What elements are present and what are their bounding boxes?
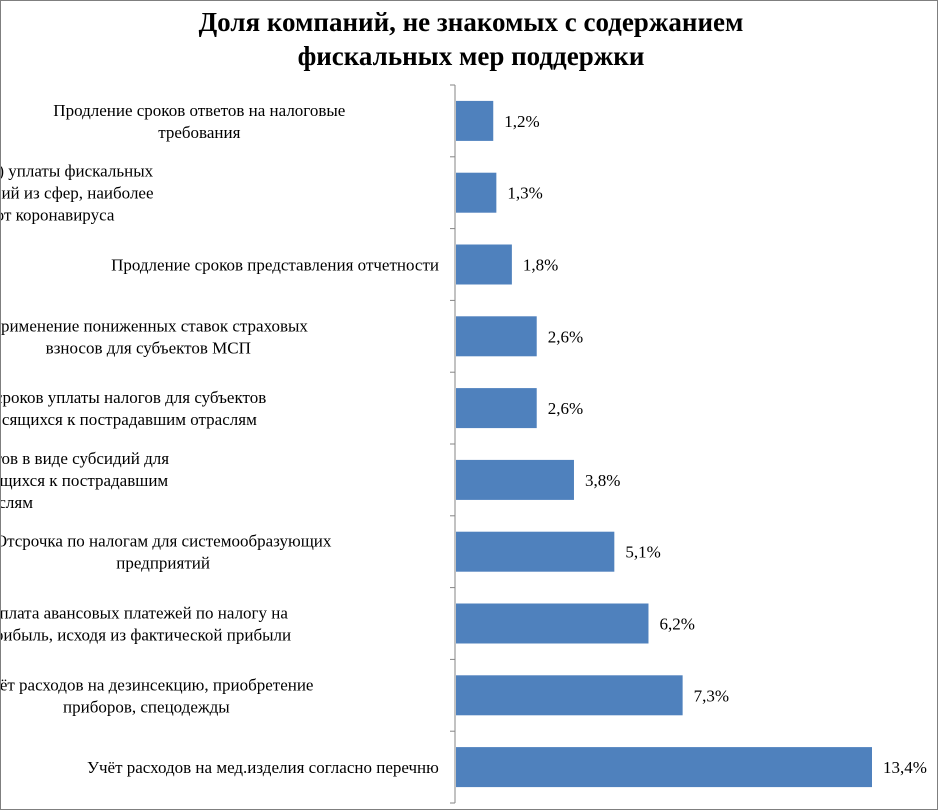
category-label-7: Отсрочка по налогам для системообразующи… [1, 532, 332, 573]
category-label-4: Применение пониженных ставок страховых вз… [1, 316, 308, 357]
category-label-line: Уплата авансовых платежей по налогу на [1, 604, 288, 623]
category-label-line: пострадавших от коронавируса [1, 206, 115, 225]
category-label-6: Освобождение от налогов в виде субсидий … [1, 449, 169, 512]
data-label-8: 6,2% [659, 615, 694, 634]
category-label-line: требования [158, 123, 240, 142]
data-label-9: 7,3% [694, 686, 729, 705]
data-label-6: 3,8% [585, 471, 620, 490]
category-label-line: Отсрочка (рассрочка) уплаты фискальных [1, 162, 154, 181]
bar-8 [456, 603, 649, 644]
category-label-line: Продление сроков представления отчетност… [111, 256, 439, 275]
data-label-7: 5,1% [625, 543, 660, 562]
category-label-line: Учёт расходов на мед.изделия согласно пе… [87, 758, 439, 777]
bar-4 [456, 316, 537, 357]
data-label-2: 1,3% [507, 184, 542, 203]
data-label-5: 2,6% [548, 399, 583, 418]
chart-title-line-2: фискальных мер поддержки [297, 41, 645, 71]
category-label-line: отраслям [1, 493, 33, 512]
bar-1 [456, 100, 494, 141]
category-label-line: субъектов МСП относящихся к пострадавшим [1, 471, 168, 490]
category-label-line: Отсрочка по налогам для системообразующи… [1, 532, 332, 551]
data-label-1: 1,2% [504, 112, 539, 131]
category-label-line: прибыль, исходя из фактической прибыли [1, 626, 291, 645]
category-label-line: Применение пониженных ставок страховых [1, 316, 308, 335]
category-label-3: Продление сроков представления отчетност… [111, 256, 439, 275]
bar-6 [456, 459, 574, 500]
category-label-5: Продление сроков уплаты налогов для субъ… [1, 388, 266, 429]
bar-5 [456, 388, 537, 429]
category-label-line: взносов для субъектов МСП [46, 338, 251, 357]
category-label-line: Продление сроков ответов на налоговые [53, 101, 345, 120]
category-label-line: предприятий [116, 554, 210, 573]
data-label-4: 2,6% [548, 327, 583, 346]
chart-title: Доля компаний, не знакомых с содержанием… [101, 5, 841, 73]
bar-9 [456, 675, 683, 716]
bar-7 [456, 531, 615, 572]
bar-2 [456, 172, 497, 213]
category-label-8: Уплата авансовых платежей по налогу на пр… [1, 604, 291, 645]
category-label-9: Учёт расходов на дезинсекцию, приобретен… [1, 675, 313, 716]
category-label-line: Освобождение от налогов в виде субсидий … [1, 449, 169, 468]
category-label-2: Отсрочка (рассрочка) уплаты фискальных пл… [1, 162, 154, 225]
data-label-10: 13,4% [883, 758, 927, 777]
category-label-10: Учёт расходов на мед.изделия согласно пе… [87, 758, 439, 777]
category-label-line: платежей для компаний из сфер, наиболее [1, 184, 154, 203]
category-label-1: Продление сроков ответов на налоговые тре… [53, 101, 345, 142]
bar-10 [456, 747, 872, 788]
category-label-line: Продление сроков уплаты налогов для субъ… [1, 388, 266, 407]
category-label-line: Учёт расходов на дезинсекцию, приобретен… [1, 675, 313, 694]
bar-3 [456, 244, 512, 285]
category-label-line: МСП, относящихся к пострадавшим отраслям [1, 410, 257, 429]
chart-title-line-1: Доля компаний, не знакомых с содержанием [198, 7, 744, 37]
data-label-3: 1,8% [523, 256, 558, 275]
category-label-line: приборов, спецодежды [63, 697, 230, 716]
